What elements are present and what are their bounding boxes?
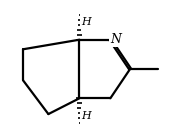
- Text: N: N: [110, 33, 121, 46]
- Text: H: H: [81, 111, 91, 121]
- Text: H: H: [81, 17, 91, 27]
